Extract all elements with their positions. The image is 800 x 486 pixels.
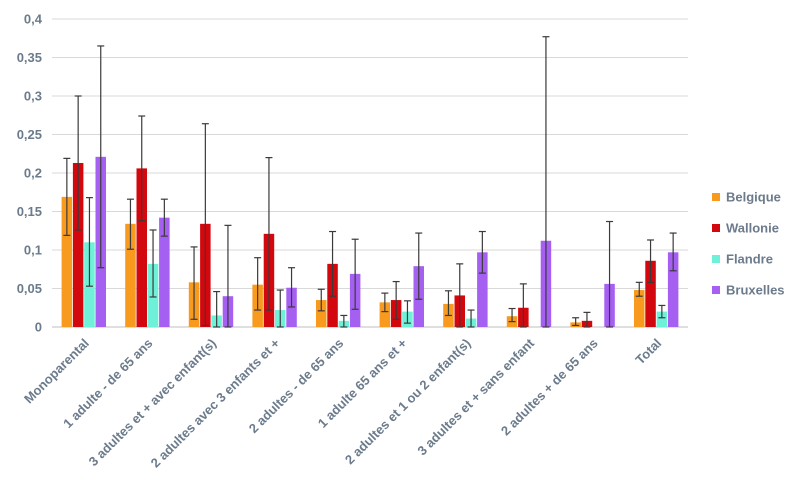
bar-wallonie-1: [136, 168, 147, 327]
legend-swatch-belgique: [712, 193, 720, 201]
x-category-label: 2 adultes et 1 ou 2 enfant(s): [342, 336, 474, 468]
bar-bruxelles-6: [477, 252, 488, 327]
legend: Belgique Wallonie Flandre Bruxelles: [712, 190, 785, 298]
y-tick-label: 0,2: [24, 166, 42, 181]
bar-flandre-9: [656, 311, 668, 327]
bar-wallonie-0: [72, 162, 84, 327]
legend-swatch-bruxelles: [712, 286, 720, 294]
legend-label-belgique: Belgique: [726, 190, 781, 205]
bar-bruxelles-1: [159, 217, 170, 327]
y-tick-label: 0,35: [17, 50, 42, 65]
x-category-label: 2 adultes avec 3 enfants et +: [148, 335, 283, 470]
bar-belgique-5: [379, 302, 391, 327]
gridlines: [52, 18, 688, 328]
y-tick-label: 0,15: [17, 204, 42, 219]
y-axis-tick-labels: 0 0,05 0,1 0,15 0,2 0,25 0,3 0,35 0,4: [17, 12, 43, 335]
x-category-label: Total: [632, 336, 664, 368]
bar-belgique-4: [316, 300, 327, 327]
legend-swatch-wallonie: [712, 224, 720, 232]
y-tick-label: 0,25: [17, 127, 42, 142]
x-category-label: Monoparental: [21, 336, 92, 407]
bars: [61, 156, 679, 327]
bar-belgique-9: [634, 290, 645, 327]
x-category-label: 3 adultes et + sans enfant: [414, 335, 537, 458]
legend-label-wallonie: Wallonie: [726, 221, 779, 236]
x-category-label: 3 adultes et + avec enfant(s): [86, 336, 219, 469]
bar-wallonie-9: [645, 260, 656, 327]
y-tick-label: 0,1: [24, 243, 42, 258]
y-tick-label: 0,05: [17, 281, 42, 296]
bar-bruxelles-9: [667, 252, 679, 327]
y-tick-label: 0,3: [24, 89, 42, 104]
error-bars: [63, 36, 677, 328]
bar-belgique-1: [125, 223, 136, 327]
legend-swatch-flandre: [712, 255, 720, 263]
y-tick-label: 0: [35, 320, 42, 335]
legend-label-flandre: Flandre: [726, 252, 773, 267]
legend-label-bruxelles: Bruxelles: [726, 283, 785, 298]
y-tick-label: 0,4: [24, 12, 43, 27]
bar-belgique-0: [61, 196, 73, 327]
